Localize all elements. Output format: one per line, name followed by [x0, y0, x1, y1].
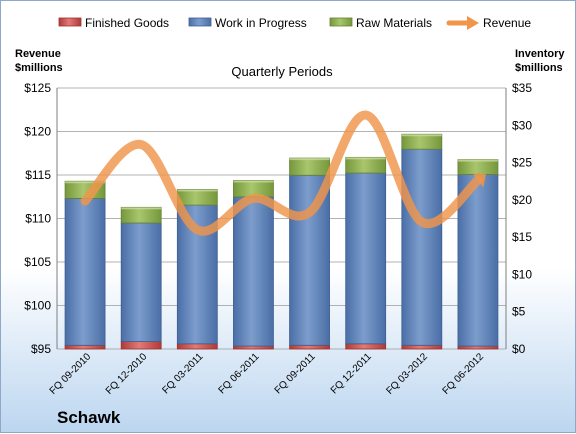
x-tick-label: FQ 06-2011 — [217, 351, 262, 396]
bar-raw-materials — [120, 206, 162, 224]
legend-swatch-raw-materials — [329, 17, 353, 27]
left-tick-label: $100 — [24, 299, 51, 313]
legend: Finished Goods Work in Progress Raw Mate… — [58, 16, 531, 30]
right-axis-title-line2: $millions — [515, 62, 563, 74]
legend-label-revenue: Revenue — [483, 16, 531, 30]
right-tick-label: $25 — [512, 156, 532, 170]
bar-raw-materials — [176, 189, 218, 206]
left-tick-label: $95 — [31, 342, 51, 356]
x-tick-label: FQ 03-2012 — [384, 351, 430, 397]
bar-finished-goods — [120, 341, 162, 350]
bar-work-in-progress — [401, 148, 443, 346]
left-tick-label: $110 — [25, 212, 51, 226]
right-tick-label: $15 — [512, 230, 532, 244]
bar-top-highlight — [289, 158, 330, 161]
legend-label-finished-goods: Finished Goods — [85, 16, 169, 30]
bar-raw-materials — [345, 156, 387, 174]
x-tick-label: FQ 03-2011 — [160, 351, 205, 396]
revenue-line-path — [80, 110, 483, 236]
bar-finished-goods — [233, 345, 274, 350]
left-axis-ticks: $95 $100 $105 $110 $115 $120 $125 — [24, 81, 51, 356]
bars — [64, 133, 499, 350]
right-axis-title-line1: Inventory — [515, 48, 565, 60]
bar-work-in-progress — [233, 196, 274, 347]
bar-work-in-progress — [345, 172, 387, 345]
bar-top-highlight — [177, 189, 218, 192]
bar-finished-goods — [176, 343, 218, 350]
chart-subtitle: Quarterly Periods — [231, 64, 333, 79]
bar-finished-goods — [345, 343, 387, 350]
bar-work-in-progress — [120, 222, 162, 342]
bar-raw-materials — [401, 133, 443, 150]
left-axis-title-line1: Revenue — [15, 48, 61, 60]
right-tick-label: $0 — [512, 342, 526, 356]
right-tick-label: $10 — [512, 267, 532, 281]
left-axis-title-line2: $millions — [15, 62, 63, 74]
bar-finished-goods — [64, 344, 106, 350]
revenue-line — [80, 110, 486, 236]
revenue-arrowhead — [472, 172, 486, 188]
right-tick-label: $5 — [512, 305, 526, 319]
bar-finished-goods — [289, 344, 330, 350]
right-tick-label: $35 — [512, 81, 532, 95]
x-tick-label: FQ 09-2010 — [48, 351, 94, 397]
legend-swatch-work-in-progress — [188, 17, 212, 27]
bar-finished-goods — [457, 345, 499, 350]
right-tick-label: $20 — [512, 193, 532, 207]
bar-work-in-progress — [64, 197, 106, 346]
x-tick-label: FQ 12-2010 — [104, 351, 150, 397]
bar-top-highlight — [233, 180, 274, 183]
left-tick-label: $105 — [24, 255, 51, 269]
bar-top-highlight — [457, 159, 498, 162]
bar-top-highlight — [401, 134, 442, 137]
legend-label-raw-materials: Raw Materials — [356, 16, 432, 30]
company-name: Schawk — [57, 408, 121, 427]
bar-top-highlight — [121, 207, 162, 210]
left-tick-label: $120 — [24, 125, 51, 139]
x-tick-label: FQ 09-2011 — [273, 351, 318, 396]
x-tick-label: FQ 12-2011 — [329, 351, 374, 396]
x-axis-ticks: FQ 09-2010 FQ 12-2010 FQ 03-2011 FQ 06-2011… — [48, 351, 487, 397]
bar-top-highlight — [345, 157, 386, 160]
bar-finished-goods — [401, 344, 443, 350]
legend-label-work-in-progress: Work in Progress — [215, 16, 307, 30]
legend-swatch-finished-goods — [58, 17, 82, 27]
legend-swatch-revenue — [446, 16, 479, 30]
bar-raw-materials — [289, 157, 330, 176]
bar-raw-materials — [457, 159, 499, 175]
x-tick-label: FQ 06-2012 — [441, 351, 487, 397]
left-tick-label: $115 — [25, 168, 51, 182]
bar-top-highlight — [65, 181, 106, 184]
right-tick-label: $30 — [512, 118, 532, 132]
right-axis-ticks: $0 $5 $10 $15 $20 $25 $30 $35 — [512, 81, 532, 356]
left-tick-label: $125 — [24, 81, 51, 95]
